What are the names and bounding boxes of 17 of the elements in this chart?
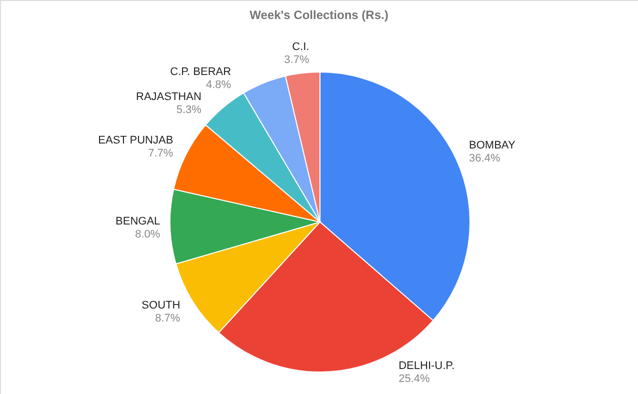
- slice-label: C.I.: [292, 41, 310, 54]
- slice-label: RAJASTHAN: [136, 91, 202, 104]
- data-label: 7.7%: [148, 147, 174, 160]
- slice-label: SOUTH: [142, 300, 180, 312]
- slice-label: BENGAL: [116, 215, 160, 228]
- slice-label: C.P. BERAR: [170, 66, 232, 78]
- data-label: 5.3%: [176, 104, 202, 116]
- slice-label: BOMBAY: [469, 140, 516, 152]
- data-label: 4.8%: [206, 79, 232, 92]
- slice-label: EAST PUNJAB: [98, 134, 174, 146]
- data-label: 36.4%: [469, 152, 500, 165]
- chart-title: Week's Collections (Rs.): [250, 8, 388, 22]
- slice-label: DELHI-U.P.: [398, 360, 455, 372]
- data-label: 3.7%: [284, 54, 310, 66]
- data-label: 25.4%: [398, 373, 430, 385]
- data-label: 8.0%: [135, 228, 160, 240]
- data-label: 8.7%: [155, 312, 180, 325]
